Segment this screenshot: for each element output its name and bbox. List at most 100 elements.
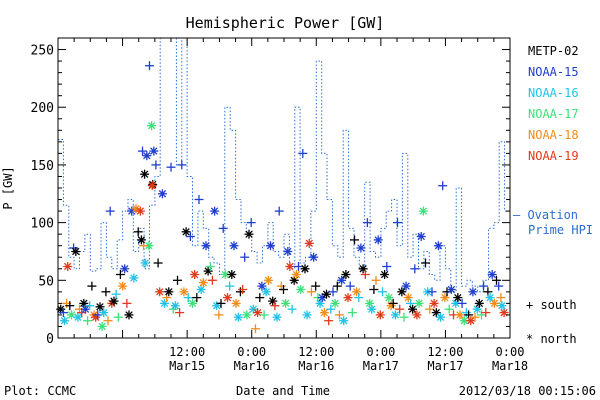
y-tick-label: 150 [31,159,54,174]
data-point [347,308,357,318]
data-point [378,287,387,297]
data-point [306,287,316,297]
ovation-hpi-line [58,37,511,293]
data-point [177,160,187,170]
data-point [268,296,278,306]
data-point [358,264,368,274]
x-axis-ticks: 12:00Mar150:00Mar1612:00Mar160:00Mar1712… [57,38,528,373]
y-tick-label: 0 [46,332,54,347]
data-point [474,298,484,308]
data-point [253,308,263,318]
data-point [240,252,250,262]
data-point [343,293,353,303]
data-point [242,310,252,320]
data-point [83,316,93,326]
ovation-legend-line2: Prime HPI [528,223,593,237]
data-point [477,310,486,320]
y-tick-label: 100 [31,217,54,232]
data-point [85,301,95,311]
data-point [157,189,167,199]
data-point [183,293,193,303]
data-point [115,270,125,279]
data-point [227,270,237,279]
x-axis-label: Date and Time [236,384,330,398]
data-point [166,162,176,172]
data-point [300,264,310,274]
data-point [179,287,189,297]
data-point [496,293,506,303]
data-point [461,308,471,318]
data-point [399,312,409,322]
data-point [214,310,224,320]
data-point [487,270,497,279]
data-point [136,235,146,245]
x-tick-label-time: 12:00 [169,345,205,359]
data-point [373,235,383,245]
data-point [468,287,478,297]
data-point [283,247,293,256]
data-point [71,247,81,256]
data-point [455,310,465,320]
data-point [328,287,338,297]
data-point [129,273,139,283]
data-point [298,148,308,158]
data-point [105,206,115,216]
data-point [140,169,150,179]
data-point [416,232,426,241]
data-point [229,241,239,251]
data-point [207,275,217,285]
data-point [304,238,314,248]
x-tick-label-date: Mar16 [234,359,270,373]
data-point [210,206,220,216]
data-point [201,241,211,251]
data-point [296,285,306,294]
data-point [173,275,182,285]
x-tick-label-date: Mar17 [363,359,399,373]
data-point [151,160,161,170]
data-point [393,218,402,228]
data-point [350,235,359,245]
data-point [205,262,215,271]
data-point [270,301,280,311]
data-point [155,287,165,297]
data-point [485,293,495,303]
data-point [274,206,284,216]
data-point [133,227,143,237]
data-point [352,287,362,297]
data-point [384,293,394,303]
data-point [238,285,248,294]
x-tick-label-time: 0:00 [496,345,525,359]
data-point [302,310,312,320]
data-point [339,316,349,326]
data-point [63,262,73,271]
data-point [403,293,413,303]
data-point [326,304,336,314]
data-point [272,312,282,322]
data-point [244,229,254,239]
footer-credit: Plot: CCMC [4,384,76,398]
data-point [279,285,288,294]
data-point [309,252,319,262]
data-point [257,281,267,291]
data-point [386,301,396,311]
data-point [291,270,301,279]
x-tick-label-time: 12:00 [427,345,463,359]
data-point [421,258,430,268]
data-point [58,308,68,318]
data-point [492,275,501,285]
data-point [412,310,422,320]
data-point [212,301,222,311]
data-point [354,293,364,303]
data-point [322,289,331,299]
data-point [425,304,435,314]
data-point [147,181,157,191]
chart-title: Hemispheric Power [GW] [186,14,385,32]
data-point [135,206,145,216]
data-point [444,304,454,314]
y-axis-label: P [GW] [1,166,15,209]
data-point [390,310,400,320]
x-tick-label-time: 0:00 [237,345,266,359]
data-point [235,287,245,297]
y-tick-label: 200 [31,101,54,116]
y-tick-label: 50 [38,274,54,289]
